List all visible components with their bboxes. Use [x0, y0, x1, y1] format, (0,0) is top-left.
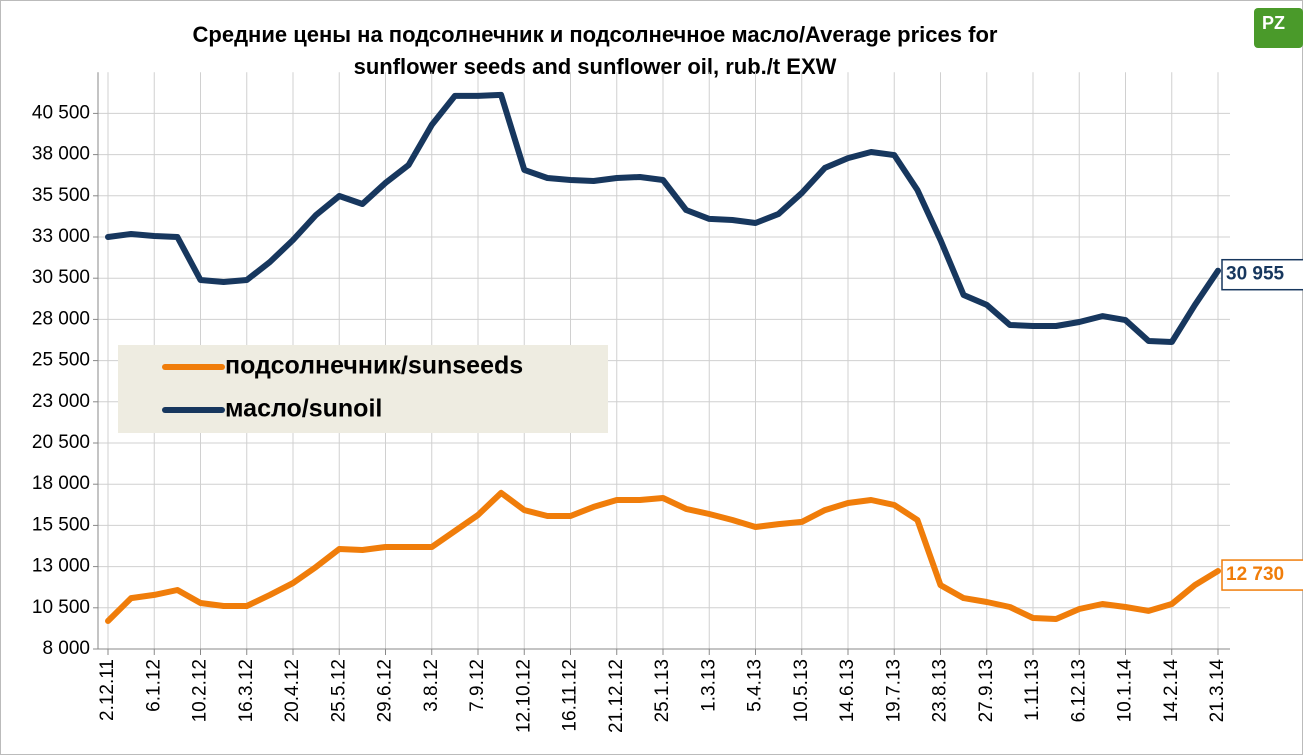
y-tick-label: 18 000 — [32, 473, 90, 494]
y-tick-label: 15 500 — [32, 514, 90, 535]
y-tick-label: 35 500 — [32, 185, 90, 206]
chart-title: Средние цены на подсолнечник и подсолнеч… — [193, 22, 998, 47]
value-label: 12 730 — [1226, 564, 1284, 585]
y-tick-label: 23 000 — [32, 391, 90, 412]
x-tick-label: 16.11.12 — [560, 659, 581, 732]
y-tick-label: 33 000 — [32, 226, 90, 247]
series-line — [105, 489, 1221, 624]
x-tick-label: 3.8.12 — [421, 659, 442, 712]
x-tick-label: 16.3.12 — [236, 659, 257, 722]
x-tick-label: 14.6.13 — [837, 659, 858, 722]
x-tick-label: 29.6.12 — [375, 659, 396, 722]
x-tick-label: 6.1.12 — [143, 659, 164, 712]
y-tick-label: 8 000 — [42, 638, 90, 659]
chart-title: sunflower seeds and sunflower oil, rub./… — [354, 54, 837, 79]
x-tick-label: 12.10.12 — [513, 659, 534, 733]
series-line — [105, 91, 1221, 345]
x-tick-label: 14.2.14 — [1161, 659, 1182, 723]
x-tick-label: 10.1.14 — [1115, 659, 1136, 723]
x-tick-label: 5.4.13 — [745, 659, 766, 712]
y-tick-label: 28 000 — [32, 308, 90, 329]
x-tick-label: 1.3.13 — [698, 659, 719, 712]
x-tick-label: 6.12.13 — [1068, 659, 1089, 722]
value-label-box — [1221, 258, 1303, 291]
y-tick-label: 40 500 — [32, 102, 90, 123]
svg-text:PZ: PZ — [1262, 13, 1285, 33]
y-tick-label: 10 500 — [32, 597, 90, 618]
legend-label: подсолнечник/sunseeds — [225, 352, 523, 380]
x-tick-label: 25.5.12 — [328, 659, 349, 722]
x-tick-label: 1.11.13 — [1022, 659, 1043, 721]
legend-label: масло/sunoil — [225, 395, 382, 423]
x-tick-label: 2.12.11 — [97, 659, 118, 721]
x-tick-label: 20.4.12 — [282, 659, 303, 722]
x-tick-label: 7.9.12 — [467, 659, 488, 712]
x-tick-label: 21.12.12 — [606, 659, 627, 733]
x-tick-label: 27.9.13 — [976, 659, 997, 722]
x-tick-label: 25.1.13 — [652, 659, 673, 722]
x-tick-label: 10.5.13 — [791, 659, 812, 722]
y-tick-label: 20 500 — [32, 432, 90, 453]
logo: PZ — [1254, 8, 1303, 48]
y-tick-label: 13 000 — [32, 556, 90, 577]
x-tick-label: 19.7.13 — [883, 659, 904, 722]
x-tick-label: 23.8.13 — [930, 659, 951, 722]
y-tick-label: 30 500 — [32, 267, 90, 288]
x-tick-label: 21.3.14 — [1207, 659, 1228, 723]
y-tick-label: 38 000 — [32, 144, 90, 165]
y-tick-label: 25 500 — [32, 350, 90, 371]
legend-box — [118, 345, 608, 433]
x-tick-label: 10.2.12 — [190, 659, 211, 722]
value-label: 30 955 — [1226, 264, 1285, 285]
value-label-box — [1221, 559, 1303, 591]
